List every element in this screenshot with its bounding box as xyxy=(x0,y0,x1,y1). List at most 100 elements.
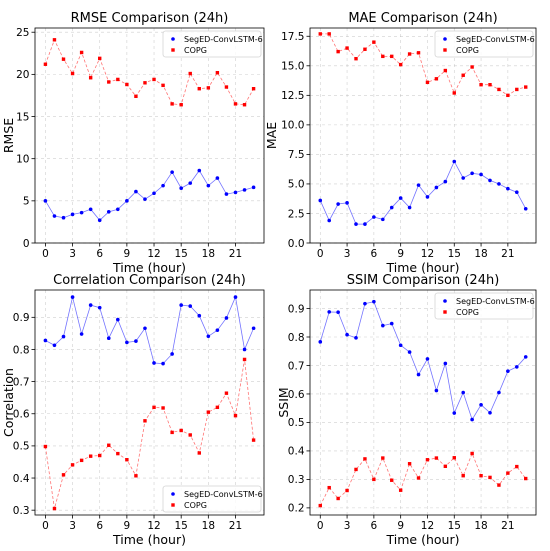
data-point xyxy=(70,463,75,467)
x-tick-label: 9 xyxy=(124,248,131,260)
data-point xyxy=(52,506,57,511)
data-point xyxy=(354,467,358,472)
data-point xyxy=(170,430,174,435)
data-point xyxy=(79,210,84,215)
data-point xyxy=(488,410,492,415)
data-point xyxy=(416,183,421,187)
x-tick-label: 9 xyxy=(124,520,131,532)
legend-label: SegED-ConvLSTM-6 xyxy=(184,490,263,499)
data-point xyxy=(215,176,220,180)
data-point xyxy=(327,32,331,36)
data-point xyxy=(70,71,75,76)
legend-marker xyxy=(443,37,447,41)
x-tick-label: 15 xyxy=(174,248,187,260)
data-point xyxy=(233,413,238,418)
data-point xyxy=(70,295,75,299)
data-point xyxy=(152,191,156,196)
data-point xyxy=(143,326,147,331)
legend-box xyxy=(162,485,262,513)
data-point xyxy=(197,168,202,173)
data-point xyxy=(242,103,247,107)
data-point xyxy=(97,305,102,310)
data-point xyxy=(52,343,57,348)
axes-frame xyxy=(34,27,265,244)
data-point xyxy=(488,178,492,183)
y-tick-label: 0.9 xyxy=(13,312,30,324)
x-tick-label: 0 xyxy=(42,520,49,532)
data-point xyxy=(215,70,220,75)
data-point xyxy=(398,488,403,492)
data-point xyxy=(224,85,229,89)
y-tick-label: 0.3 xyxy=(288,474,305,486)
data-point xyxy=(416,51,421,55)
subplot-3: 0 3 6 9 12 15 18 21 0.3 0.4 0.5 0.6 0.7 0.8 0.9 Correla… xyxy=(1,273,265,547)
y-tick-label: 0.7 xyxy=(288,360,305,372)
data-point xyxy=(197,87,201,91)
x-axis-label: Time (hour) xyxy=(112,260,186,275)
x-tick-label: 12 xyxy=(147,248,160,260)
data-point xyxy=(197,451,201,455)
data-point xyxy=(524,476,528,481)
data-point xyxy=(372,477,376,482)
x-tick-label: 0 xyxy=(317,520,324,532)
data-point xyxy=(345,488,349,493)
subplot-2: 0 3 6 9 12 15 18 21 0.0 2.5 5.0 7.5 10.0 12.5 15.0 17.5… xyxy=(264,11,537,275)
data-point xyxy=(425,80,430,85)
data-point xyxy=(251,438,256,442)
data-point xyxy=(452,456,456,460)
data-point xyxy=(179,303,183,307)
data-point xyxy=(443,68,448,73)
data-point xyxy=(161,183,165,188)
y-tick-label: 0.0 xyxy=(288,238,305,250)
x-tick-label: 3 xyxy=(344,520,351,532)
y-tick-label: 0.5 xyxy=(13,441,30,453)
data-point xyxy=(381,217,385,222)
data-point xyxy=(336,310,340,315)
legend: SegED-ConvLSTM-6 COPG xyxy=(162,30,263,58)
x-tick-label: 0 xyxy=(317,248,324,260)
data-point xyxy=(116,317,120,322)
data-point xyxy=(88,76,93,80)
data-point xyxy=(461,390,465,395)
data-point xyxy=(452,91,456,95)
y-tick-label: 17.5 xyxy=(281,31,304,43)
data-point xyxy=(251,185,256,190)
data-point xyxy=(52,38,57,42)
legend-label: COPG xyxy=(456,46,479,55)
x-tick-label: 6 xyxy=(96,520,103,532)
data-point xyxy=(318,340,323,344)
x-axis-label: Time (hour) xyxy=(112,532,186,547)
data-point xyxy=(188,304,193,308)
y-tick-label: 5.0 xyxy=(288,179,305,191)
x-tick-label: 21 xyxy=(229,248,242,260)
x-tick-label: 6 xyxy=(371,248,378,260)
x-tick-label: 21 xyxy=(501,520,514,532)
data-point xyxy=(515,464,519,469)
data-point xyxy=(443,179,448,184)
data-point xyxy=(206,410,211,414)
data-point xyxy=(434,185,439,190)
legend-marker xyxy=(171,492,175,496)
x-tick-label: 12 xyxy=(147,520,160,532)
data-point xyxy=(398,343,403,348)
axes-frame xyxy=(309,289,537,516)
data-point xyxy=(43,444,48,449)
data-point xyxy=(389,205,394,210)
y-tick-label: 0.6 xyxy=(13,409,30,421)
data-point xyxy=(70,212,75,217)
data-point xyxy=(345,201,349,205)
axes-frame xyxy=(34,289,265,516)
legend-marker xyxy=(443,48,447,52)
x-tick-label: 18 xyxy=(202,248,215,260)
data-point xyxy=(224,391,229,395)
legend: SegED-ConvLSTM-6 COPG xyxy=(162,485,263,513)
data-point xyxy=(61,334,66,339)
data-point xyxy=(363,47,367,51)
data-point xyxy=(188,71,192,76)
x-tick-label: 21 xyxy=(229,520,242,532)
data-point xyxy=(107,443,111,447)
data-point xyxy=(407,205,412,210)
x-tick-label: 15 xyxy=(448,520,461,532)
data-point xyxy=(143,419,147,423)
y-tick-label: 0.7 xyxy=(13,376,30,388)
